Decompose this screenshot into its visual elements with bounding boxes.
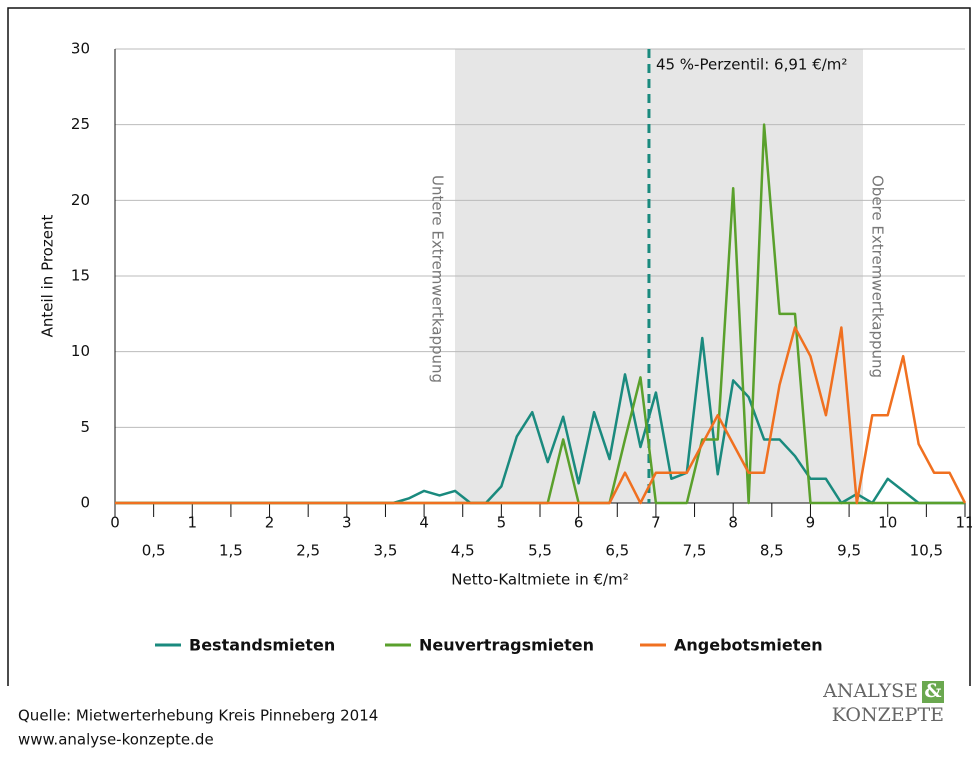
x-tick-label: 9 — [806, 514, 816, 532]
x-tick-label: 4,5 — [451, 542, 475, 560]
x-tick-label: 3 — [342, 514, 352, 532]
x-tick-label: 4 — [419, 514, 429, 532]
url: www.analyse-konzepte.de — [18, 731, 214, 749]
x-tick-label: 0 — [110, 514, 120, 532]
x-tick-label: 6 — [574, 514, 584, 532]
y-tick-label: 30 — [71, 40, 90, 58]
x-tick-label: 2,5 — [296, 542, 320, 560]
logo-text: KONZEPTE — [832, 704, 944, 726]
x-tick-label: 8,5 — [760, 542, 784, 560]
y-tick-label: 10 — [71, 342, 90, 360]
y-tick-label: 20 — [71, 191, 90, 209]
x-tick-label: 0,5 — [142, 542, 166, 560]
y-tick-label: 0 — [80, 494, 90, 512]
logo-box — [922, 681, 944, 703]
x-tick-label: 10 — [878, 514, 897, 532]
x-axis-label: Netto-Kaltmiete in €/m² — [451, 571, 628, 589]
source: Quelle: Mietwerterhebung Kreis Pinneberg… — [18, 707, 378, 725]
y-tick-label: 25 — [71, 115, 90, 133]
x-tick-label: 8 — [728, 514, 738, 532]
x-tick-label: 6,5 — [605, 542, 629, 560]
x-tick-label: 11 — [955, 514, 972, 532]
x-tick-label: 2 — [265, 514, 275, 532]
legend-label: Angebotsmieten — [674, 636, 823, 655]
frame — [7, 7, 971, 686]
range-label: Obere Extremwertkappung — [869, 175, 887, 378]
x-tick-label: 7 — [651, 514, 661, 532]
series-line — [115, 326, 967, 505]
logo-amp: & — [924, 680, 941, 702]
y-tick-label: 15 — [71, 267, 90, 285]
y-tick-label: 5 — [80, 418, 90, 436]
x-tick-label: 7,5 — [683, 542, 707, 560]
legend-label: Neuvertragsmieten — [419, 636, 594, 655]
x-tick-label: 10,5 — [910, 542, 943, 560]
x-tick-label: 3,5 — [374, 542, 398, 560]
range-label: Untere Extremwertkappung — [429, 175, 447, 383]
x-tick-label: 5 — [497, 514, 507, 532]
x-tick-label: 1,5 — [219, 542, 243, 560]
y-axis-label: Anteil in Prozent — [39, 215, 57, 338]
reference-label: 45 %-Perzentil: 6,91 €/m² — [656, 56, 847, 74]
logo-text: ANALYSE — [822, 680, 918, 702]
x-tick-label: 1 — [187, 514, 197, 532]
x-tick-label: 5,5 — [528, 542, 552, 560]
legend-label: Bestandsmieten — [189, 636, 335, 655]
x-tick-label: 9,5 — [837, 542, 861, 560]
